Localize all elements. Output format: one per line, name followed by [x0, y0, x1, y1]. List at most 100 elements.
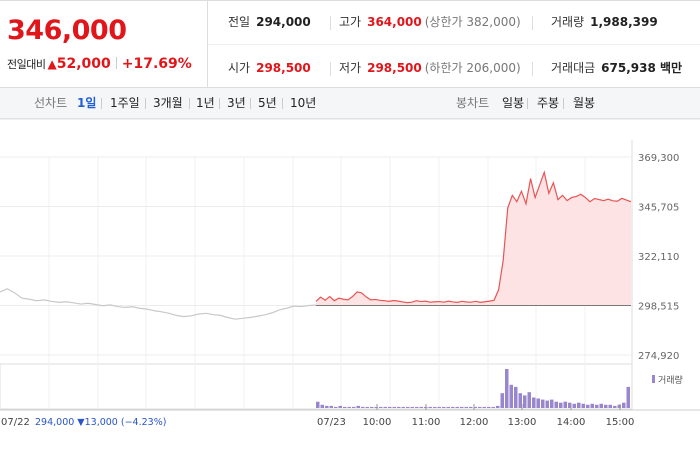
volume-bar	[599, 403, 603, 408]
volume-bar	[509, 384, 513, 408]
tab-10y[interactable]: 10년	[290, 96, 317, 110]
volume-bar	[383, 406, 387, 408]
volume-bar	[478, 406, 482, 408]
volume-bar	[401, 406, 405, 408]
trade-amount: 거래대금 675,938 백만	[551, 60, 682, 76]
volume-bar	[419, 406, 423, 408]
tab-5y[interactable]: 5년	[258, 96, 277, 110]
divider	[532, 16, 533, 30]
volume-bar	[428, 406, 432, 408]
volume-bar	[320, 404, 324, 408]
divider	[532, 62, 533, 76]
x-tick-label: 12:00	[460, 417, 489, 428]
volume-bar	[563, 401, 567, 408]
volume-bar	[352, 406, 356, 408]
volume-bar	[379, 406, 383, 408]
open-value: 298,500	[256, 61, 311, 75]
tab-3m[interactable]: 3개월	[153, 96, 183, 110]
volume-bar	[365, 406, 369, 408]
volume-bar	[586, 404, 590, 408]
divider	[330, 62, 331, 76]
x-tick-label: 13:00	[508, 417, 537, 428]
low-value: 298,500	[367, 61, 422, 75]
high-value: 364,000	[367, 15, 422, 29]
price-change: 전일대비 ▲52,000 +17.69%	[7, 56, 192, 72]
quote-summary: 346,000 전일대비 ▲52,000 +17.69% 전일 294,000 고가 3…	[0, 0, 700, 88]
lower-limit: (하한가 206,000)	[424, 61, 521, 75]
volume-bar	[392, 406, 396, 408]
x-tick-label: 15:00	[606, 417, 635, 428]
prev-close: 전일 294,000	[228, 14, 311, 30]
low-label: 저가	[339, 61, 362, 75]
upper-limit: (상한가 382,000)	[424, 15, 521, 29]
volume-bar	[554, 401, 558, 408]
volume-bar	[460, 406, 464, 408]
volume-bar	[581, 403, 585, 408]
volume-bar	[608, 404, 612, 408]
tab-1y[interactable]: 1년	[196, 96, 215, 110]
volume: 거래량 1,988,399	[551, 14, 658, 30]
volume-bar	[617, 404, 621, 408]
volume-value: 1,988,399	[590, 15, 658, 29]
volume-bar	[334, 406, 338, 408]
volume-bar	[536, 398, 540, 408]
volume-bar	[541, 399, 545, 408]
volume-bar	[446, 406, 450, 408]
tab-weekly[interactable]: 주봉	[537, 96, 560, 110]
volume-bar	[347, 406, 351, 408]
volume-bar	[397, 406, 401, 408]
divider	[189, 98, 190, 109]
divider	[115, 57, 117, 69]
tab-3y[interactable]: 3년	[227, 96, 246, 110]
prev-day-summary: 294,000 ▼13,000 (−4.23%)	[35, 417, 166, 428]
prev-day-line	[0, 288, 317, 320]
divider	[250, 98, 251, 109]
volume-bar	[532, 397, 536, 408]
open-price: 시가 298,500	[228, 60, 311, 76]
divider	[101, 98, 102, 109]
volume-bar	[433, 406, 437, 408]
current-price: 346,000	[7, 15, 127, 46]
up-arrow-icon: ▲	[47, 57, 57, 71]
prev-close-label: 전일	[228, 15, 251, 29]
volume-bar	[361, 406, 365, 408]
volume-bar	[572, 403, 576, 408]
volume-bar	[550, 399, 554, 408]
volume-bar	[329, 405, 333, 408]
volume-bar	[410, 406, 414, 408]
volume-bar	[388, 406, 392, 408]
tab-monthly[interactable]: 월봉	[573, 96, 596, 110]
volume-bar	[505, 369, 509, 408]
x-tick-label: 14:00	[557, 417, 586, 428]
candle-chart-label: 봉차트	[456, 96, 490, 110]
divider	[208, 44, 700, 45]
change-percent: +17.69%	[121, 56, 192, 72]
volume-bar	[590, 403, 594, 408]
divider	[563, 98, 564, 109]
today-area-fill	[316, 172, 631, 306]
price-box: 346,000 전일대비 ▲52,000 +17.69%	[0, 1, 208, 88]
low-price: 저가 298,500 (하한가 206,000)	[339, 60, 521, 76]
volume-bar	[437, 406, 441, 408]
volume-bar	[356, 405, 360, 408]
volume-bar	[464, 406, 468, 408]
divider	[330, 16, 331, 30]
volume-bar	[325, 405, 329, 408]
volume-bar	[469, 406, 473, 408]
volume-legend: 거래량	[658, 374, 683, 386]
volume-bar	[343, 406, 347, 408]
high-label: 고가	[339, 15, 362, 29]
change-amount: 52,000	[56, 56, 111, 72]
volume-bar	[496, 405, 500, 408]
divider	[282, 98, 283, 109]
volume-bar	[595, 404, 599, 408]
volume-bar	[622, 402, 626, 408]
tab-daily[interactable]: 일봉	[502, 96, 525, 110]
volume-bar	[338, 405, 342, 408]
divider	[145, 98, 146, 109]
volume-bar	[626, 386, 630, 408]
tab-1d[interactable]: 1일	[77, 96, 97, 110]
amount-value: 675,938 백만	[601, 61, 683, 75]
tab-1w[interactable]: 1주일	[110, 96, 140, 110]
